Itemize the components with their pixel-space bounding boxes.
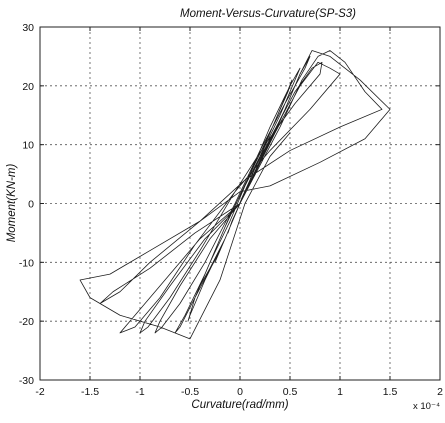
y-tick-label: -20 xyxy=(19,316,34,328)
x-tick-label: 0.5 xyxy=(283,386,298,398)
y-tick-label: 10 xyxy=(22,140,34,152)
chart-title: Moment-Versus-Curvature(SP-S3) xyxy=(180,8,356,20)
y-tick-label: 0 xyxy=(28,199,34,211)
x-tick-label: 2 xyxy=(437,386,443,398)
tick-marks xyxy=(39,26,441,381)
y-tick-label: -10 xyxy=(19,257,34,269)
y-tick-label: -30 xyxy=(19,375,34,387)
x-tick-label: -0.5 xyxy=(181,386,199,398)
hysteresis-curve-line xyxy=(79,50,391,340)
x-tick-label: -1 xyxy=(135,386,144,398)
x-tick-label: -1.5 xyxy=(81,386,99,398)
x-tick-label: 0 xyxy=(237,386,243,398)
x-tick-label: 1 xyxy=(337,386,343,398)
y-axis-label: Moment(KN-m) xyxy=(6,164,18,243)
x-multiplier-label: x 10⁻⁴ xyxy=(413,401,440,412)
x-tick-label: -2 xyxy=(35,386,44,398)
x-tick-label: 1.5 xyxy=(383,386,398,398)
y-tick-label: 20 xyxy=(22,81,34,93)
x-tick-labels: -2 -1.5 -1 -0.5 0 0.5 1 1.5 2 xyxy=(35,386,443,398)
y-tick-labels: -30 -20 -10 0 10 20 30 xyxy=(19,22,34,387)
x-axis-label: Curvature(rad/mm) xyxy=(191,399,288,411)
y-tick-label: 30 xyxy=(22,22,34,34)
series-layer xyxy=(79,50,391,340)
